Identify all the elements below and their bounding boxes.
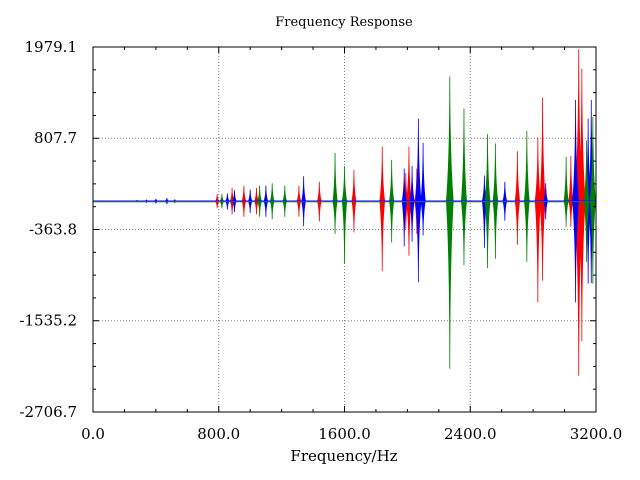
chart-title: Frequency Response — [275, 15, 413, 30]
x-tick-label: 2400.0 — [444, 425, 497, 443]
grid — [93, 47, 596, 412]
spike — [460, 108, 467, 266]
y-tick-label: 807.7 — [34, 129, 77, 147]
spike — [534, 137, 541, 303]
x-tick-label: 3200.0 — [570, 425, 623, 443]
y-tick-label: -1535.2 — [19, 312, 77, 330]
y-tick-label: 1979.1 — [25, 38, 78, 56]
series-layer — [93, 49, 596, 376]
y-tick-label: -363.8 — [29, 221, 77, 239]
tick-labels: 0.0 800.0 1600.0 2400.0 3200.0 1979.1 807.7 -36… — [19, 38, 622, 443]
x-tick-label: 800.0 — [197, 425, 240, 443]
x-axis-label: Frequency/Hz — [290, 447, 397, 465]
ticks — [92, 46, 597, 413]
x-tick-label: 0.0 — [81, 425, 105, 443]
x-tick-label: 1600.0 — [318, 425, 371, 443]
y-tick-label: -2706.7 — [19, 403, 77, 421]
